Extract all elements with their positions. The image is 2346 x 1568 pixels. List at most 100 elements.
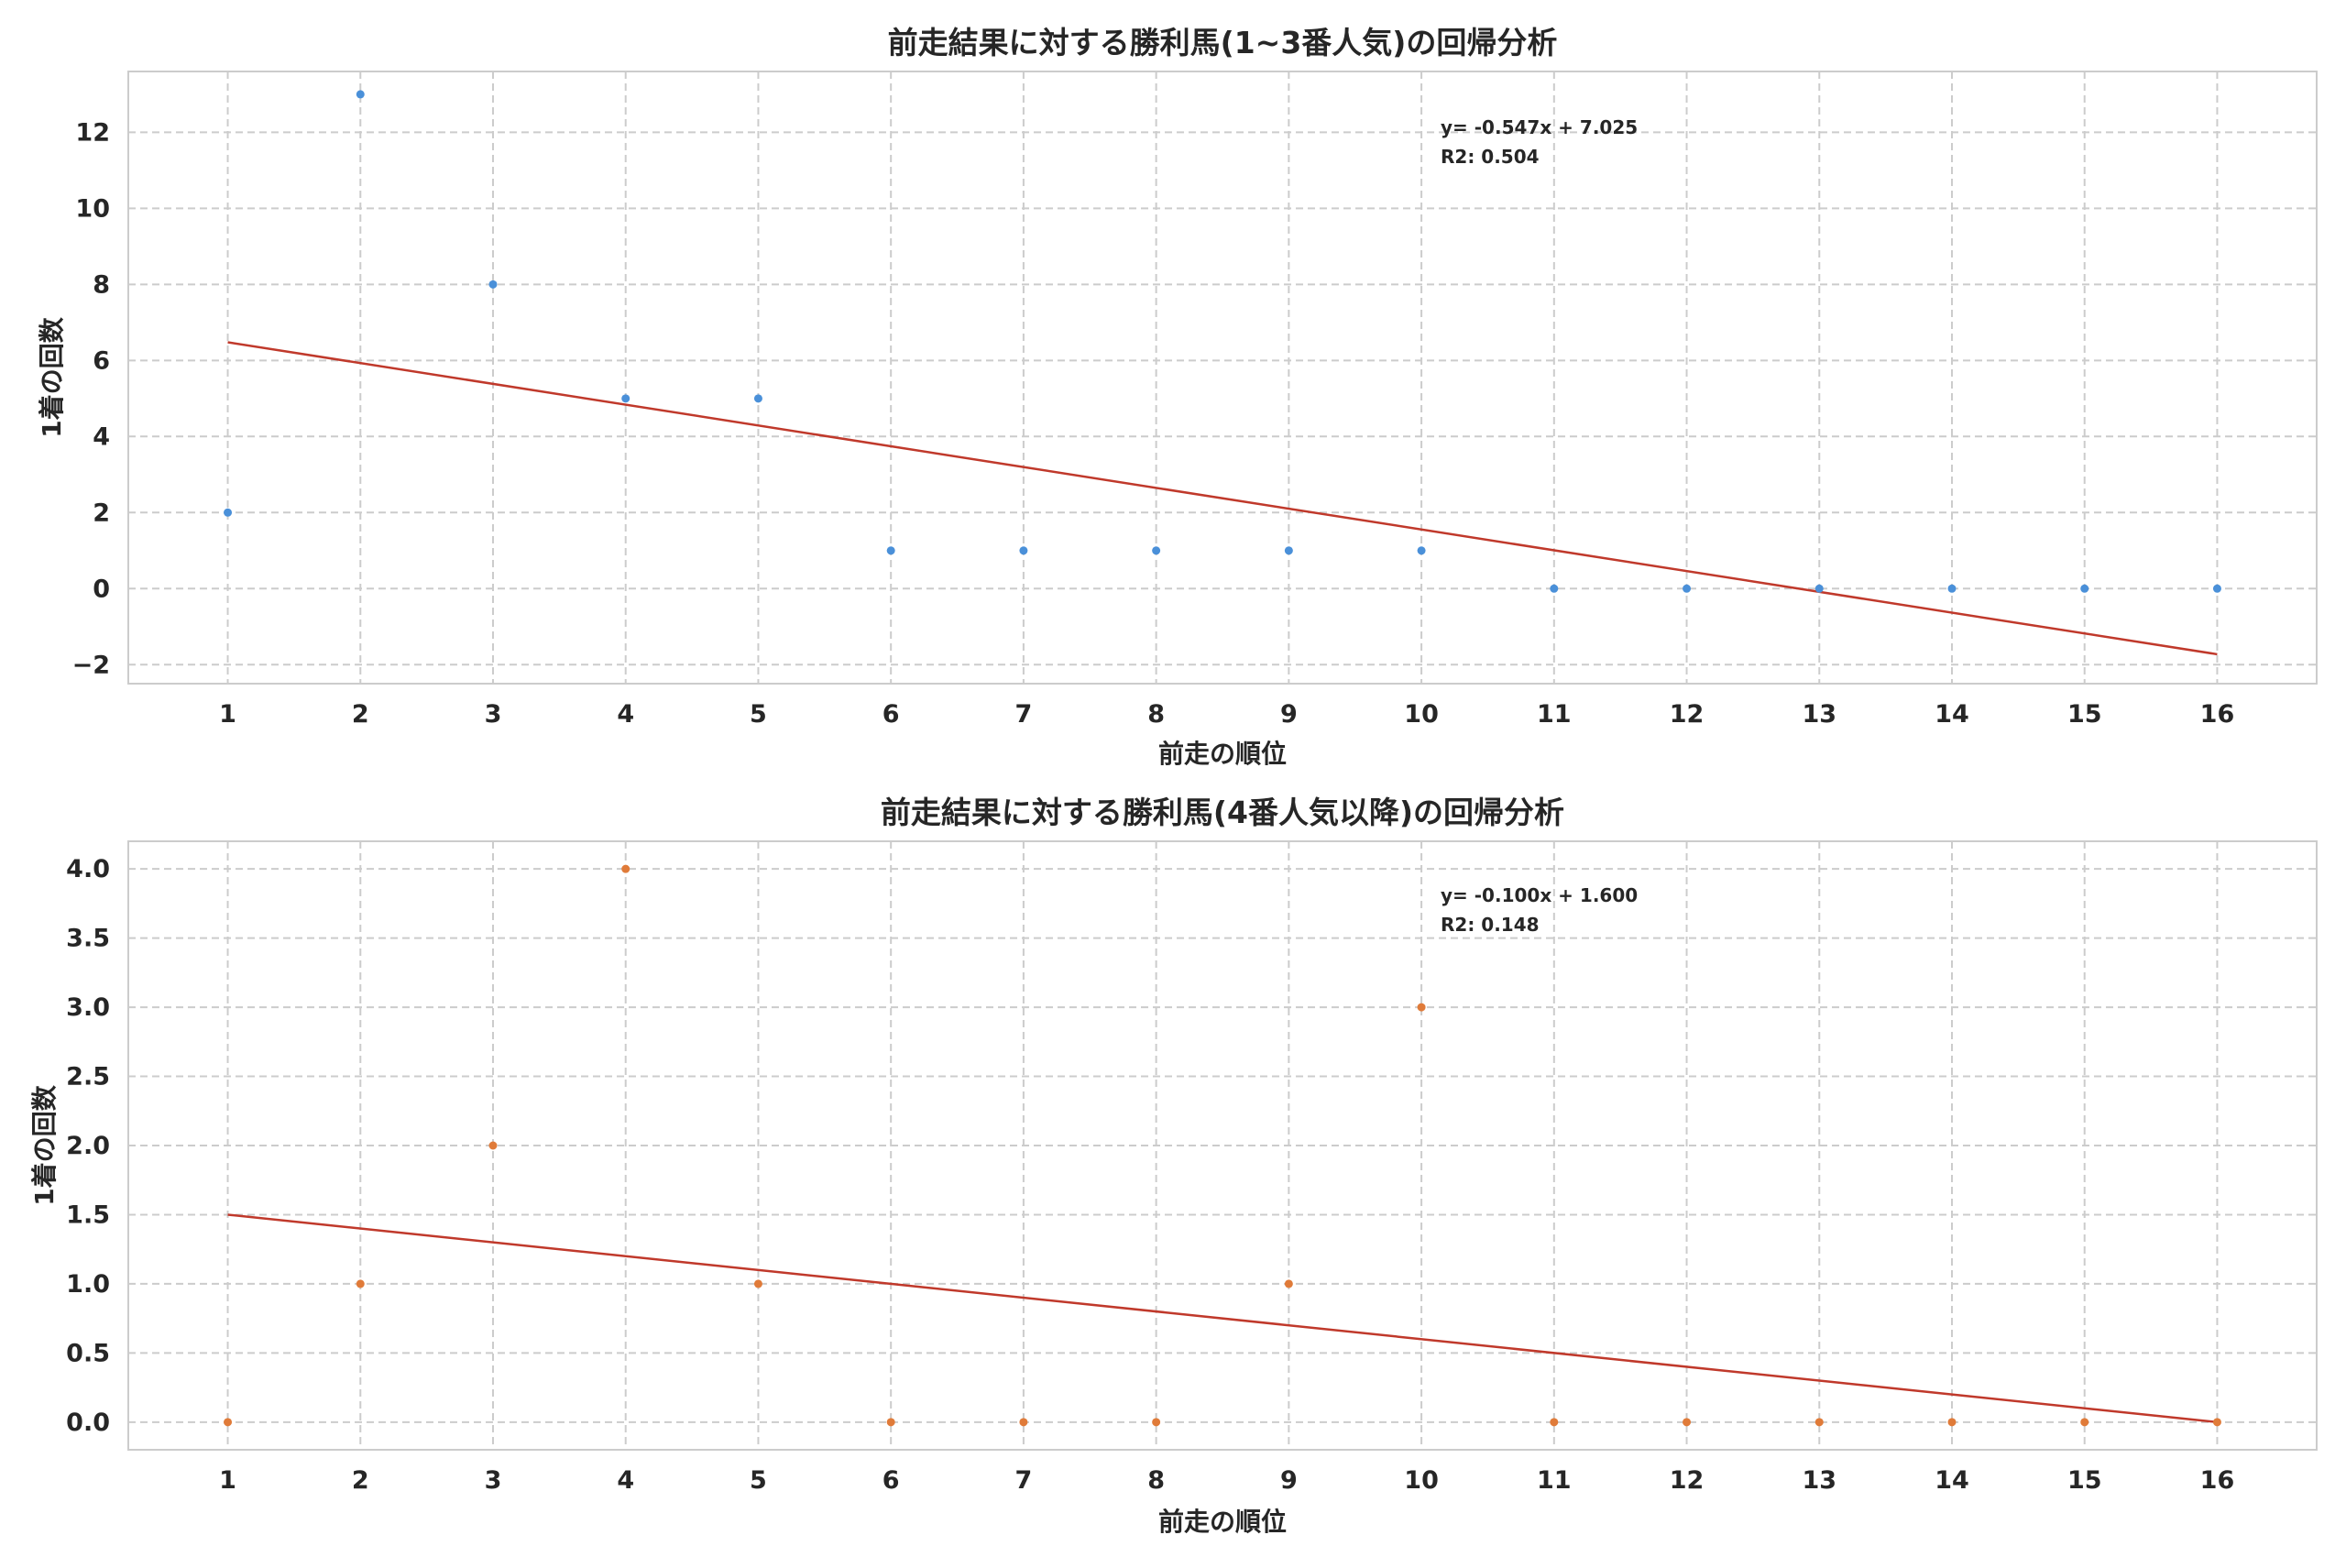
regression-line-1	[227, 341, 2218, 656]
chart-panel-2: 1 2 3 4 5 6 7 8 9 10 11 12 13 14 15 16 0.00.51.01.52.02…	[29, 795, 2318, 1537]
y-tick-label: 12	[75, 118, 110, 147]
y-tick-label: 1.5	[66, 1201, 110, 1229]
y-tick-label: 1.0	[66, 1270, 110, 1299]
x-tick-label: 4	[617, 700, 634, 729]
r2-label-2: R2: 0.148	[1441, 914, 1540, 936]
y-tick-label: 3.0	[66, 993, 110, 1022]
data-point	[1947, 1418, 1957, 1427]
x-tick-label: 5	[750, 700, 767, 729]
x-tick-label: 16	[2200, 700, 2235, 729]
x-tick-label: 5	[750, 1466, 767, 1495]
x-tick-label: 13	[1802, 700, 1836, 729]
data-point	[621, 864, 630, 873]
data-point	[2212, 1418, 2221, 1427]
data-point	[1550, 584, 1559, 593]
data-point	[1284, 1279, 1293, 1288]
r2-label-1: R2: 0.504	[1441, 146, 1540, 168]
regression-equation-2: y= -0.100x + 1.600	[1441, 884, 1638, 906]
y-tick-label: 2.0	[66, 1132, 110, 1160]
x-tick-label: 3	[485, 700, 502, 729]
y-tick-label: 0.0	[66, 1409, 110, 1437]
x-tick-label: 4	[617, 1466, 634, 1495]
chart-title-1: 前走結果に対する勝利馬(1~3番人気)の回帰分析	[888, 25, 1558, 60]
data-point	[886, 546, 895, 555]
data-point	[488, 1141, 498, 1150]
x-tick-label: 15	[2067, 1466, 2102, 1495]
regression-equation-1: y= -0.547x + 7.025	[1441, 116, 1638, 138]
y-tick-label: 6	[93, 346, 110, 375]
data-point	[1814, 584, 1824, 593]
y-ticks-1: −2 0 2 4 6 8 10 12	[72, 118, 110, 679]
y-tick-label: 2	[93, 499, 110, 527]
data-point	[1284, 546, 1293, 555]
x-tick-label: 12	[1670, 700, 1705, 729]
x-tick-label: 8	[1147, 1466, 1165, 1495]
x-tick-label: 13	[1802, 1466, 1836, 1495]
x-tick-label: 6	[882, 1466, 900, 1495]
y-axis-label-1: 1着の回数	[37, 316, 67, 437]
y-tick-label: 0	[93, 575, 110, 603]
x-tick-label: 7	[1015, 700, 1033, 729]
data-point	[621, 394, 630, 403]
x-tick-label: 16	[2200, 1466, 2235, 1495]
data-point	[753, 394, 762, 403]
scatter-points-1	[224, 90, 2221, 593]
x-tick-label: 1	[219, 1466, 236, 1495]
x-tick-label: 3	[485, 1466, 502, 1495]
x-tick-label: 7	[1015, 1466, 1033, 1495]
data-point	[356, 1279, 365, 1288]
y-ticks-2: 0.0 0.5 1.0 1.5 2.0 2.5 3.0 3.5 4.0	[66, 855, 110, 1437]
data-point	[224, 1418, 233, 1427]
x-axis-label-1: 前走の順位	[1158, 739, 1287, 769]
x-tick-label: 2	[352, 700, 369, 729]
x-tick-label: 10	[1404, 1466, 1439, 1495]
data-point	[356, 90, 365, 99]
data-point	[1152, 1418, 1161, 1427]
x-tick-label: 11	[1537, 700, 1572, 729]
x-tick-label: 11	[1537, 1466, 1572, 1495]
y-tick-label: 3.5	[66, 925, 110, 953]
data-point	[2080, 1418, 2089, 1427]
data-point	[1947, 584, 1957, 593]
data-point	[2212, 584, 2221, 593]
x-tick-label: 8	[1147, 700, 1165, 729]
data-point	[1152, 546, 1161, 555]
grid-2	[128, 841, 2317, 1450]
y-tick-label: 8	[93, 270, 110, 299]
x-tick-label: 1	[219, 700, 236, 729]
x-tick-label: 12	[1670, 1466, 1705, 1495]
x-ticks-2: 1 2 3 4 5 6 7 8 9 10 11 12 13 14 15 16	[219, 1466, 2234, 1495]
x-tick-label: 2	[352, 1466, 369, 1495]
x-tick-label: 10	[1404, 700, 1439, 729]
data-point	[1019, 1418, 1028, 1427]
data-point	[488, 280, 498, 289]
data-point	[224, 508, 233, 517]
x-tick-label: 15	[2067, 700, 2102, 729]
data-point	[1683, 1418, 1692, 1427]
data-point	[1814, 1418, 1824, 1427]
y-axis-label-2: 1着の回数	[29, 1084, 60, 1205]
regression-line-2	[227, 1213, 2218, 1424]
y-tick-label: −2	[72, 651, 110, 679]
data-point	[886, 1418, 895, 1427]
data-point	[1550, 1418, 1559, 1427]
x-axis-label-2: 前走の順位	[1158, 1507, 1287, 1537]
data-point	[1417, 546, 1426, 555]
y-tick-label: 4.0	[66, 855, 110, 883]
y-tick-label: 2.5	[66, 1063, 110, 1091]
data-point	[2080, 584, 2089, 593]
y-tick-label: 10	[75, 194, 110, 223]
data-point	[753, 1279, 762, 1288]
chart-title-2: 前走結果に対する勝利馬(4番人気以降)の回帰分析	[881, 795, 1564, 830]
data-point	[1019, 546, 1028, 555]
grid-1	[128, 71, 2317, 684]
data-point	[1417, 1003, 1426, 1012]
scatter-points-2	[224, 864, 2221, 1427]
x-tick-label: 14	[1935, 700, 1969, 729]
y-tick-label: 0.5	[66, 1339, 110, 1367]
data-point	[1683, 584, 1692, 593]
x-ticks-1: 1 2 3 4 5 6 7 8 9 10 11 12 13 14 15 16	[219, 700, 2234, 729]
